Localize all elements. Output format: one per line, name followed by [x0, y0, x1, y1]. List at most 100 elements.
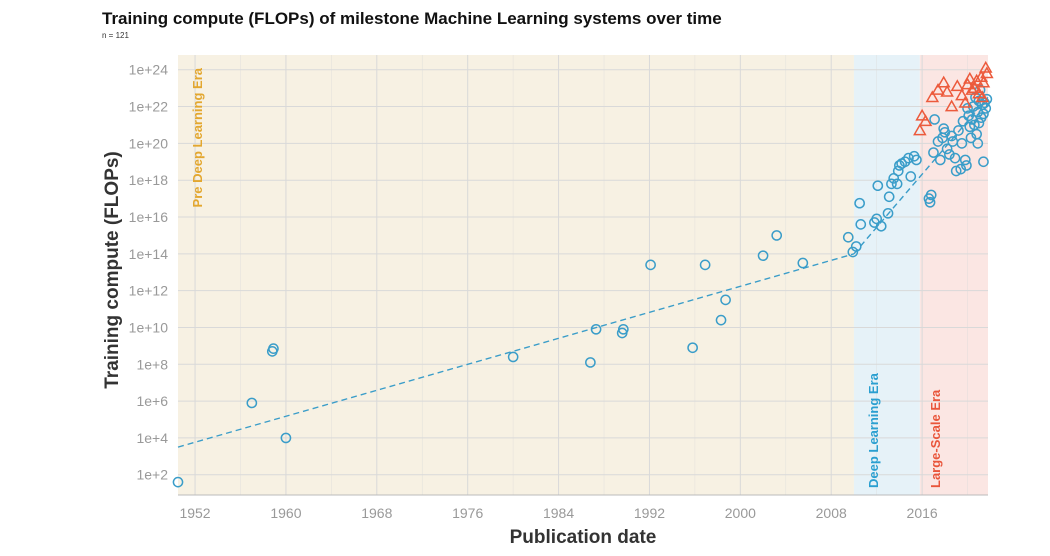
data-point-circle [924, 196, 936, 208]
data-point-circle [771, 230, 783, 241]
data-point-circle [962, 103, 973, 114]
data-point-triangle [918, 114, 933, 127]
data-point-circle [911, 154, 922, 166]
y-tick-label: 1e+20 [129, 135, 169, 151]
data-point-circle [882, 207, 894, 219]
data-point-triangle [976, 75, 991, 88]
data-point-circle [715, 314, 727, 326]
data-point-circle [720, 294, 731, 306]
data-point-circle [617, 323, 629, 335]
data-point-circle [847, 246, 859, 258]
trend-line [177, 253, 855, 448]
x-tick-label: 2008 [816, 505, 847, 521]
data-point-circle [905, 171, 917, 182]
x-tick-label: 2000 [725, 505, 756, 521]
data-point-circle [872, 180, 884, 192]
data-point-triangle [958, 95, 973, 108]
x-tick-label: 1992 [634, 505, 665, 521]
data-point-triangle [925, 90, 940, 103]
data-point-triangle [944, 99, 959, 112]
y-axis-label: Training compute (FLOPs) [102, 151, 123, 389]
data-point-circle [941, 143, 953, 155]
x-tick-label: 1976 [452, 505, 483, 521]
data-point-circle [965, 132, 977, 144]
y-tick-label: 1e+6 [136, 393, 168, 409]
data-point-circle [172, 476, 184, 488]
data-point-triangle [915, 108, 929, 121]
era-label: Deep Learning Era [866, 372, 881, 488]
data-point-circle [929, 114, 940, 125]
era-label: Large-Scale Era [928, 389, 943, 488]
data-point-circle [875, 220, 887, 232]
data-point-circle [959, 154, 971, 166]
x-tick-label: 1984 [543, 505, 574, 521]
x-tick-label: 1968 [361, 505, 392, 521]
era-label: Pre Deep Learning Era [190, 67, 205, 207]
data-point-circle [883, 191, 895, 203]
data-point-circle [972, 138, 984, 149]
data-point-circle [687, 342, 698, 354]
y-tick-label: 1e+10 [129, 319, 169, 335]
chart-title: Training compute (FLOPs) of milestone Ma… [102, 9, 722, 28]
y-tick-label: 1e+14 [129, 246, 169, 262]
data-point-circle [978, 108, 989, 120]
chart-subtitle: n = 121 [102, 31, 129, 40]
y-tick-label: 1e+18 [129, 172, 169, 188]
data-point-circle [961, 160, 972, 171]
data-point-circle [585, 357, 596, 368]
data-point-circle [894, 160, 905, 171]
data-point-triangle [965, 82, 979, 95]
data-point-circle [886, 178, 897, 190]
data-point-circle [934, 154, 946, 166]
y-axis-ticks: 1e+2 1e+4 1e+6 1e+8 1e+10 1e+12 1e+14 1e+16 1e+1… [129, 62, 169, 483]
data-point-circle [280, 432, 292, 444]
data-point-triangle [955, 88, 969, 101]
y-tick-label: 1e+2 [136, 467, 168, 483]
data-point-triangle [913, 123, 927, 136]
data-point-circle [699, 259, 711, 271]
data-point-circle [956, 138, 968, 149]
x-axis-ticks: 1952 1960 1968 1976 1984 1992 2000 2008 2016 [179, 505, 937, 521]
data-point-circle [842, 231, 854, 243]
data-point-circle [797, 257, 809, 269]
data-point-circle [973, 117, 985, 129]
data-point-circle [855, 219, 867, 230]
data-point-circle [903, 152, 914, 164]
era-band [178, 55, 854, 495]
data-point-circle [854, 197, 865, 209]
data-point-circle [891, 178, 903, 190]
y-tick-label: 1e+8 [136, 356, 168, 372]
grid-lines [178, 55, 988, 496]
era-labels: Pre Deep Learning Era Deep Learning Era La… [190, 67, 943, 488]
x-axis-label: Publication date [510, 527, 657, 548]
data-point-circle [963, 110, 975, 122]
data-point-circle [757, 250, 769, 262]
y-tick-label: 1e+16 [129, 209, 169, 225]
data-point-triangle [978, 60, 993, 73]
data-point-triangle [969, 73, 984, 86]
data-point-circle [507, 351, 519, 363]
data-point-triangle [980, 66, 994, 79]
data-point-triangle [975, 90, 990, 103]
data-point-circle [946, 130, 957, 142]
data-point-circle [590, 323, 602, 335]
data-point-circle [925, 189, 937, 201]
data-point-circle [850, 241, 862, 252]
era-band [853, 55, 920, 495]
data-point-circle [953, 125, 964, 136]
data-point-circle [645, 259, 656, 271]
x-tick-label: 1952 [179, 505, 210, 521]
data-point-circle [944, 149, 955, 160]
data-point-circle [928, 147, 939, 158]
data-point-circle [899, 156, 911, 168]
data-point-circle [981, 93, 993, 105]
y-tick-label: 1e+22 [129, 99, 169, 115]
data-point-triangle [963, 71, 977, 84]
data-point-circle [246, 397, 258, 409]
data-point-circle [268, 343, 279, 354]
x-tick-label: 2016 [907, 505, 938, 521]
data-point-circle [949, 152, 961, 164]
data-point-triangle [931, 82, 945, 95]
data-point-triangle [950, 79, 965, 92]
